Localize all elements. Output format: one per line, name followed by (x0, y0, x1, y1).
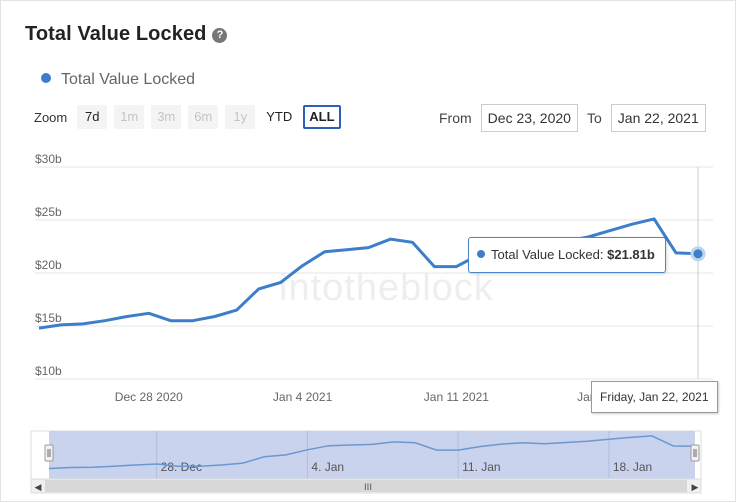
zoom-label: Zoom (34, 109, 68, 125)
zoom-selector: Zoom 7d 1m 3m 6m 1y YTD ALL (34, 105, 348, 129)
tooltip-marker (477, 250, 485, 258)
navigator-left-handle[interactable] (44, 444, 54, 462)
legend-marker (41, 73, 51, 83)
zoom-all-button[interactable]: ALL (303, 105, 341, 129)
zoom-1m-button[interactable]: 1m (114, 105, 145, 129)
zoom-6m-button[interactable]: 6m (188, 105, 219, 129)
navigator-right-handle[interactable] (690, 444, 700, 462)
y-tick-label: $15b (35, 311, 62, 325)
zoom-7d-button[interactable]: 7d (77, 105, 108, 129)
watermark-logo: intotheblock (279, 267, 494, 309)
navigator-tick-label: 18. Jan (613, 460, 652, 474)
zoom-ytd-button[interactable]: YTD (266, 109, 293, 124)
tooltip-value-text: $21.81b (607, 247, 655, 262)
y-tick-label: $20b (35, 258, 62, 272)
range-from-input[interactable]: Dec 23, 2020 (480, 104, 578, 132)
scroll-left-arrow-icon[interactable]: ◀ (35, 483, 42, 493)
question-circle-icon[interactable]: ? (212, 28, 228, 43)
scrollbar-grip-icon: III (364, 483, 372, 493)
navigator-tick-label: 4. Jan (311, 460, 344, 474)
x-tick-label: Jan 4 2021 (273, 390, 333, 404)
scrollbar-thumb[interactable] (45, 480, 687, 492)
y-tick-label: $25b (35, 205, 62, 219)
tooltip-date: Friday, Jan 22, 2021 (591, 381, 718, 413)
navigator-selection[interactable] (49, 431, 695, 479)
x-tick-label: Jan 11 2021 (424, 390, 489, 404)
zoom-1y-button[interactable]: 1y (225, 105, 256, 129)
range-to-label: To (587, 110, 602, 126)
data-point-marker[interactable] (690, 246, 706, 262)
navigator-series-line (48, 435, 696, 470)
legend-label: Total Value Locked (61, 71, 196, 88)
legend-item[interactable]: Total Value Locked (41, 71, 195, 89)
tooltip-value: Total Value Locked: $21.81b (468, 237, 666, 273)
navigator-tick-label: 11. Jan (462, 460, 500, 474)
scroll-right-arrow-icon[interactable]: ▶ (692, 483, 699, 493)
chart-title: Total Value Locked? (25, 23, 228, 46)
range-from: From Dec 23, 2020 (439, 104, 578, 132)
x-tick-label: Dec 28 2020 (115, 390, 183, 404)
tooltip-date-text: Friday, Jan 22, 2021 (600, 390, 709, 404)
y-tick-label: $30b (35, 152, 62, 166)
y-tick-label: $10b (35, 364, 62, 378)
tooltip-series-label: Total Value Locked: (491, 247, 604, 262)
range-to-input[interactable]: Jan 22, 2021 (610, 104, 706, 132)
zoom-3m-button[interactable]: 3m (151, 105, 182, 129)
range-to: To Jan 22, 2021 (587, 104, 706, 132)
range-from-label: From (439, 110, 472, 126)
chart-title-text: Total Value Locked (25, 23, 207, 45)
